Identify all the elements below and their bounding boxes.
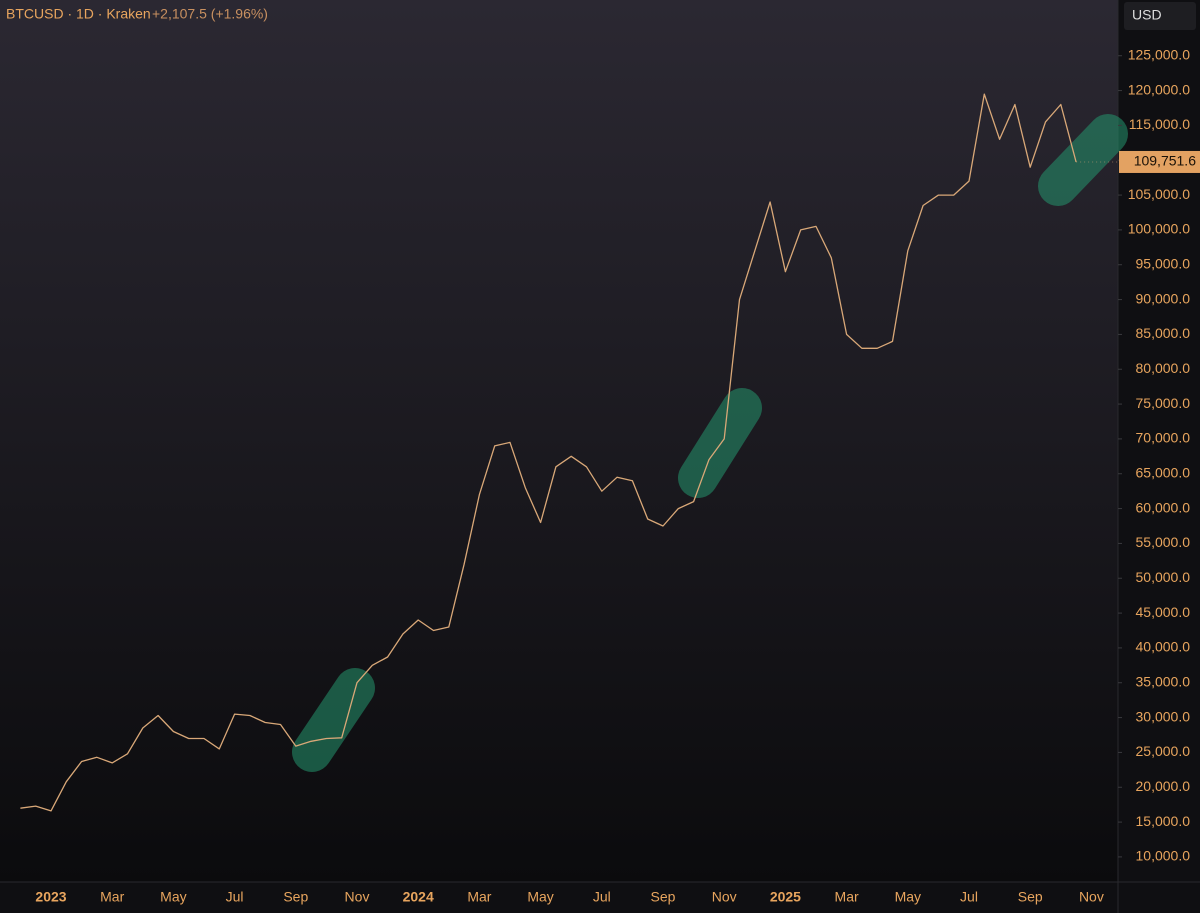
y-tick-label: 100,000.0 (1128, 221, 1190, 237)
x-tick-label: 2024 (403, 889, 434, 905)
x-tick-label: Nov (1079, 889, 1104, 905)
y-tick-label: 90,000.0 (1136, 290, 1191, 306)
symbol-title: BTCUSD · 1D · Kraken (6, 6, 151, 22)
y-tick-label: 20,000.0 (1136, 778, 1191, 794)
y-tick-label: 30,000.0 (1136, 708, 1191, 724)
x-tick-label: Nov (712, 889, 737, 905)
time-axis-background (0, 882, 1118, 913)
highlight (1038, 114, 1128, 206)
x-tick-label: Jul (960, 889, 978, 905)
price-line (20, 93, 1077, 812)
x-tick-label: 2023 (35, 889, 66, 905)
price-axis-background (1118, 0, 1200, 913)
y-tick-label: 75,000.0 (1136, 395, 1191, 411)
x-tick-label: Mar (835, 889, 859, 905)
y-tick-label: 35,000.0 (1136, 673, 1191, 689)
y-tick-label: 10,000.0 (1136, 848, 1191, 864)
change: +2,107.5 (+1.96%) (152, 6, 268, 22)
y-tick-label: 105,000.0 (1128, 186, 1190, 202)
y-tick-label: 60,000.0 (1136, 499, 1191, 515)
last-price-tag (1119, 150, 1200, 173)
y-tick-label: 115,000.0 (1129, 116, 1190, 132)
x-tick-label: 2025 (770, 889, 801, 905)
y-tick-label: 50,000.0 (1136, 569, 1191, 585)
last-price-label: 109,751.6 (1134, 153, 1196, 169)
highlight (292, 668, 375, 772)
y-tick-label: 95,000.0 (1136, 255, 1191, 271)
y-tick-label: 55,000.0 (1136, 534, 1191, 550)
y-tick-label: 120,000.0 (1128, 81, 1190, 97)
y-tick-label: 25,000.0 (1136, 743, 1191, 759)
x-tick-label: Sep (1018, 889, 1043, 905)
x-tick-label: Mar (100, 889, 124, 905)
x-tick-label: May (895, 889, 921, 905)
y-tick-label: 80,000.0 (1136, 360, 1191, 376)
x-tick-label: Sep (283, 889, 308, 905)
y-tick-label: 125,000.0 (1128, 46, 1190, 62)
y-tick-label: 40,000.0 (1136, 639, 1191, 655)
currency[interactable]: USD (1132, 7, 1162, 23)
highlight (678, 388, 762, 498)
plot-background (0, 0, 1118, 882)
x-tick-label: May (527, 889, 553, 905)
x-tick-label: Nov (345, 889, 370, 905)
x-tick-label: Jul (226, 889, 244, 905)
y-tick-label: 15,000.0 (1136, 813, 1191, 829)
y-tick-label: 70,000.0 (1136, 430, 1191, 446)
y-tick-label: 45,000.0 (1136, 604, 1191, 620)
x-tick-label: May (160, 889, 186, 905)
currency-box[interactable] (1124, 2, 1196, 30)
y-tick-label: 85,000.0 (1136, 325, 1191, 341)
y-tick-label: 65,000.0 (1136, 464, 1191, 480)
x-tick-label: Mar (467, 889, 491, 905)
x-tick-label: Jul (593, 889, 611, 905)
x-tick-label: Sep (651, 889, 676, 905)
highlights (292, 114, 1128, 772)
